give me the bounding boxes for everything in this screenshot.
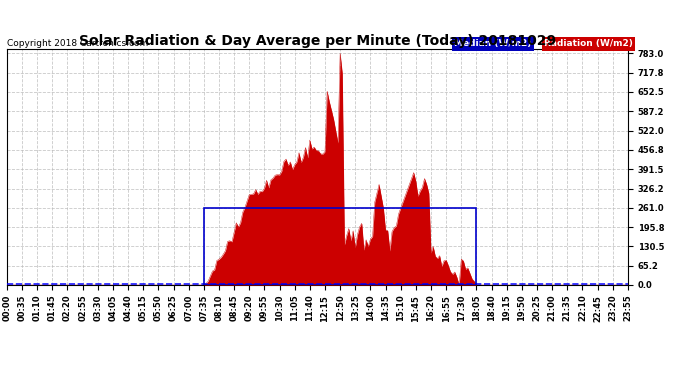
Title: Solar Radiation & Day Average per Minute (Today) 20181029: Solar Radiation & Day Average per Minute…: [79, 34, 556, 48]
Bar: [204, 208, 476, 285]
Text: Copyright 2018 Cartronics.com: Copyright 2018 Cartronics.com: [7, 39, 148, 48]
Text: Median (W/m2): Median (W/m2): [454, 39, 531, 48]
Text: Radiation (W/m2): Radiation (W/m2): [544, 39, 633, 48]
